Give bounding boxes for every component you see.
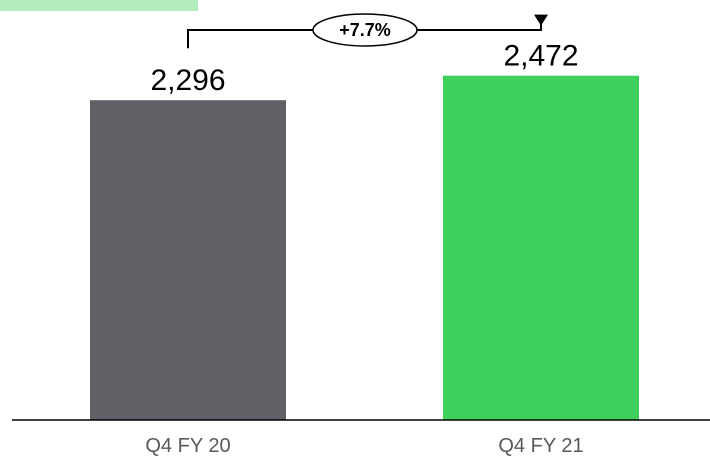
bars-group	[90, 75, 639, 420]
corner-tab-decoration	[0, 0, 198, 11]
bar-2	[443, 75, 639, 420]
bar-value-label-2: 2,472	[503, 40, 578, 73]
value-labels-group: 2,296 2,472	[150, 40, 578, 98]
bar-1	[90, 100, 286, 420]
bar-value-label-1: 2,296	[150, 64, 225, 97]
category-labels-group: Q4 FY 20 Q4 FY 21	[145, 435, 583, 457]
category-label-1: Q4 FY 20	[145, 435, 230, 457]
category-label-2: Q4 FY 21	[498, 435, 583, 457]
change-connector: +7.7%	[187, 13, 548, 49]
change-percent-label: +7.7%	[339, 20, 391, 40]
arrow-down-icon	[534, 14, 548, 26]
change-pill	[312, 13, 418, 47]
